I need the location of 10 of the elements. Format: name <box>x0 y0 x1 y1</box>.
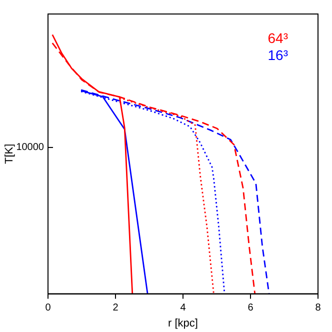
x-tick-label: 8 <box>315 302 322 314</box>
x-tick-label: 0 <box>45 302 52 314</box>
x-tick-label: 4 <box>180 302 186 314</box>
x-axis-title: r [kpc] <box>168 317 198 330</box>
text: 64³ <box>268 30 288 46</box>
y-axis-title: T[K] <box>4 144 16 164</box>
x-tick-label: 2 <box>112 302 119 314</box>
text: 10000 <box>16 142 44 154</box>
text: 16³ <box>268 46 288 63</box>
x-tick-label: 6 <box>248 302 254 314</box>
